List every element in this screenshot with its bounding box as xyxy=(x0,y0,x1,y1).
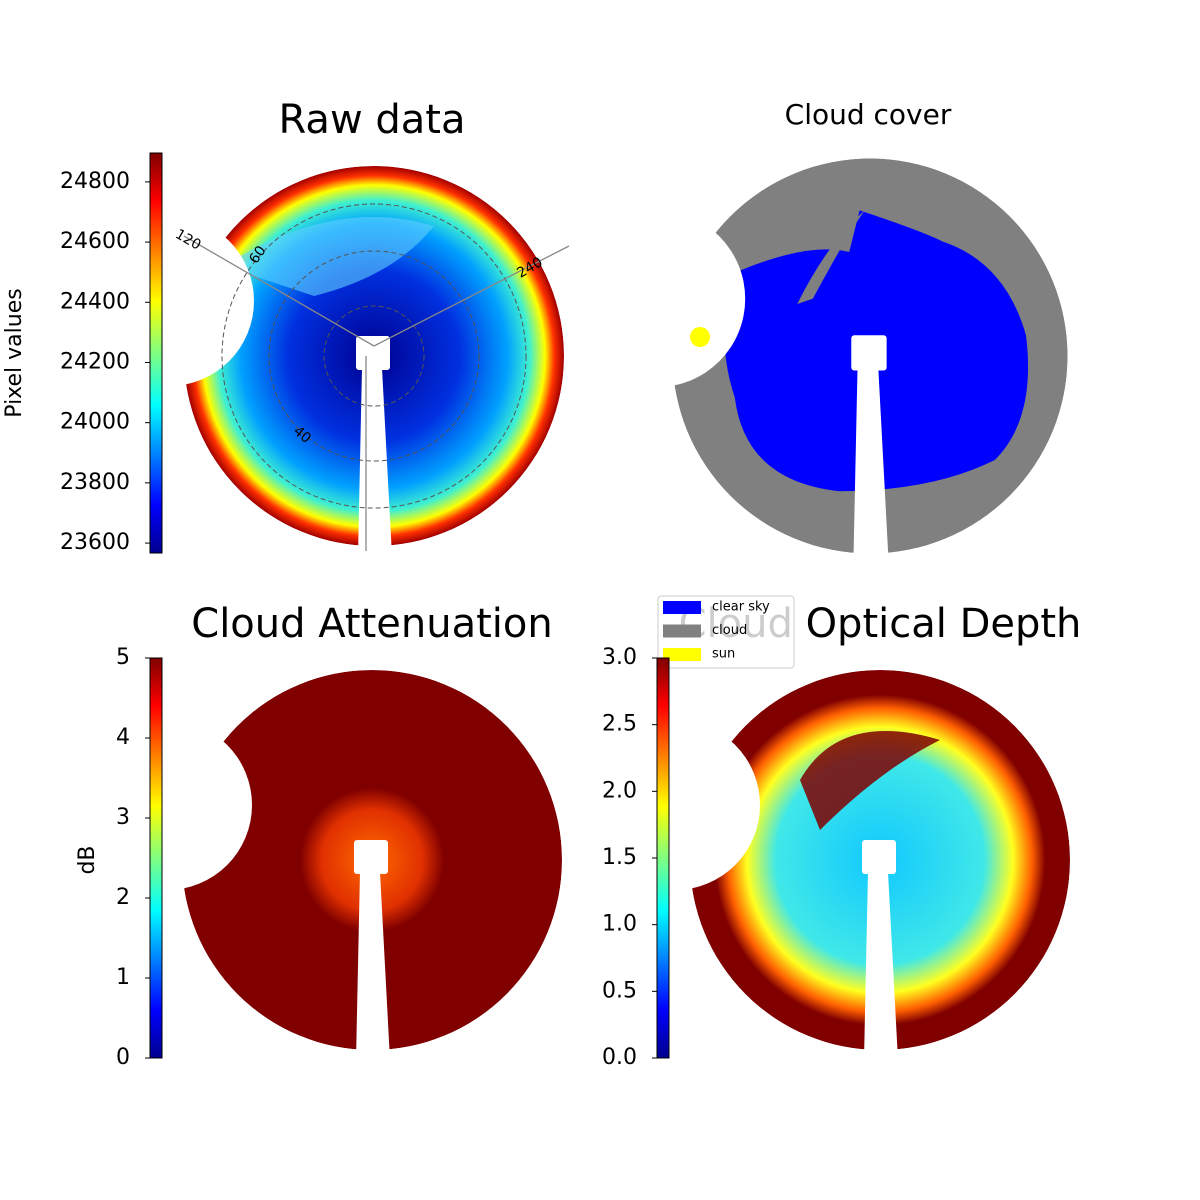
colorbar xyxy=(149,657,163,1059)
legend-label: clear sky xyxy=(712,600,770,615)
colorbar-tick-label: 0.5 xyxy=(602,978,637,1003)
colorbar-tick-label: 5 xyxy=(116,645,130,670)
polar-label: 120 xyxy=(172,226,203,253)
colorbar-tick-label: 24600 xyxy=(60,229,130,254)
legend-swatch xyxy=(663,624,701,638)
colorbar-tick-label: 24200 xyxy=(60,349,130,374)
sun-marker xyxy=(690,327,710,347)
cloud-cover-image xyxy=(672,158,1068,554)
colorbar-tick-label: 0.0 xyxy=(602,1045,637,1070)
optical-depth-image xyxy=(690,670,1070,1050)
colorbar-tick-label: 23600 xyxy=(60,530,130,555)
colorbar-tick-label: 4 xyxy=(116,725,130,750)
raw-image xyxy=(183,166,570,551)
colorbar-tick-label: 2.5 xyxy=(602,712,637,737)
colorbar-tick-label: 24800 xyxy=(60,169,130,194)
legend-label: cloud xyxy=(712,623,747,638)
colorbar-tick-label: 2 xyxy=(116,885,130,910)
colorbar-label: Pixel values xyxy=(2,288,27,417)
panel-title: Cloud cover xyxy=(785,98,952,131)
panel-title: Raw data xyxy=(279,97,466,143)
colorbar-tick-label: 23800 xyxy=(60,470,130,495)
legend-swatch xyxy=(663,648,701,661)
colorbar-tick-label: 24400 xyxy=(60,289,130,314)
colorbar-tick-label: 2.0 xyxy=(602,778,637,803)
colorbar xyxy=(656,657,670,1059)
panel-title: Cloud Attenuation xyxy=(191,601,552,647)
colorbar xyxy=(149,152,163,554)
colorbar-tick-label: 1 xyxy=(116,965,130,990)
colorbar-tick-label: 3 xyxy=(116,805,130,830)
legend-swatch xyxy=(663,601,701,614)
attenuation-image xyxy=(182,670,562,1050)
colorbar-tick-label: 3.0 xyxy=(602,645,637,670)
colorbar-label: dB xyxy=(75,845,100,874)
colorbar-tick-label: 0 xyxy=(116,1045,130,1070)
colorbar-tick-label: 1.5 xyxy=(602,845,637,870)
legend-label: sun xyxy=(712,647,735,662)
colorbar-tick-label: 24000 xyxy=(60,410,130,435)
colorbar-tick-label: 1.0 xyxy=(602,912,637,937)
